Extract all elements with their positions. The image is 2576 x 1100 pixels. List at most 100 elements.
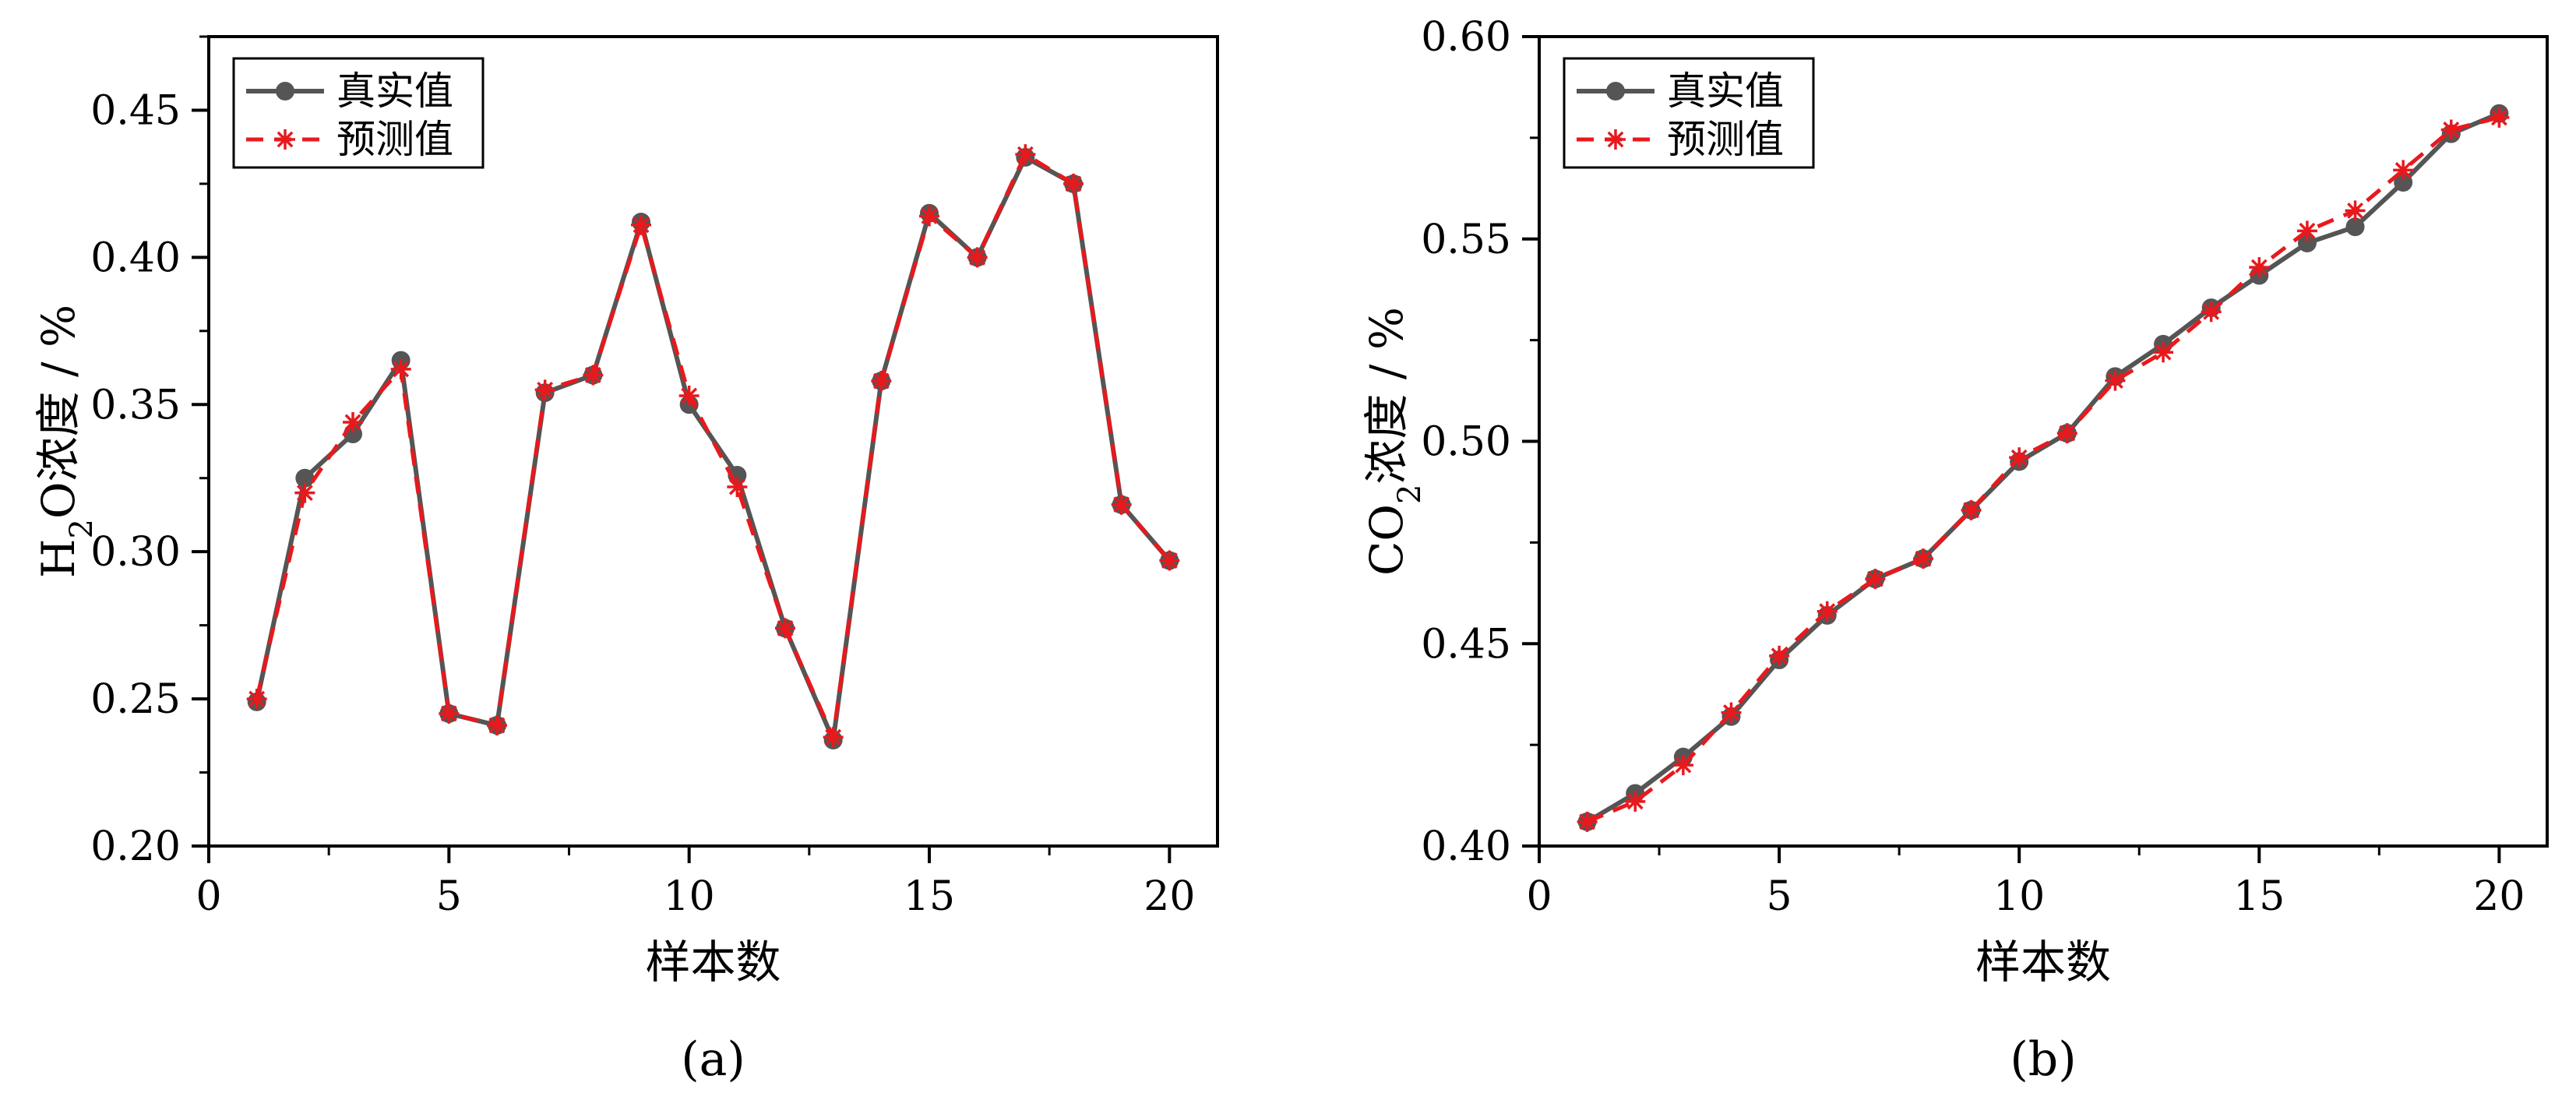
data-point xyxy=(678,385,700,406)
x-axis-label: 样本数 xyxy=(1975,936,2111,989)
data-point xyxy=(2201,301,2222,323)
series-actual xyxy=(1577,104,2509,831)
data-point xyxy=(823,727,844,748)
x-tick-label: 20 xyxy=(1144,873,1195,920)
chart-panel-b: 0 5 10 15 20 0.40 0.45 0.50 0.55 0.60 样本数 CO2浓度 / %… xyxy=(1360,14,2549,1087)
data-point xyxy=(2297,233,2317,252)
panel-caption: (b) xyxy=(2010,1032,2076,1087)
legend-item-actual: 真实值 xyxy=(1577,69,1784,114)
chart-panel-a: 0 5 10 15 20 0.20 0.25 0.30 0.35 0.40 0.45 样本数 H2O浓度… xyxy=(32,35,1219,1087)
data-point xyxy=(534,379,555,400)
legend-box xyxy=(1563,57,1815,169)
legend-label: 预测值 xyxy=(1667,117,1784,162)
legend-marker xyxy=(1605,129,1626,150)
y-tick-label: 0.20 xyxy=(90,823,181,870)
y-axis-label-main: H xyxy=(32,538,85,578)
data-point xyxy=(1577,811,1598,832)
data-point xyxy=(390,358,411,379)
data-point xyxy=(2440,119,2461,140)
data-point xyxy=(2345,200,2366,221)
legend-item-predicted: 预测值 xyxy=(1577,117,1784,162)
x-tick-label: 0 xyxy=(196,873,221,920)
y-tick-label: 0.30 xyxy=(90,529,181,576)
y-axis-label-main: CO xyxy=(1360,504,1413,576)
plot-frame xyxy=(207,35,1219,848)
data-point xyxy=(967,247,988,268)
x-tick-label: 5 xyxy=(436,873,462,920)
data-point xyxy=(2009,447,2030,468)
data-point xyxy=(2489,107,2510,128)
y-tick-label: 0.60 xyxy=(1421,14,1511,61)
data-point xyxy=(2345,217,2365,237)
legend-marker xyxy=(1606,82,1625,100)
legend-box xyxy=(232,57,485,169)
y-axis-label-subscript: 2 xyxy=(1392,485,1428,504)
legend-label: 真实值 xyxy=(337,69,453,114)
x-tick-label: 15 xyxy=(904,873,955,920)
panel-caption: (a) xyxy=(681,1032,745,1087)
data-point xyxy=(295,468,315,488)
data-point xyxy=(439,703,460,724)
data-point xyxy=(1063,173,1084,194)
data-point xyxy=(2394,173,2413,192)
y-axis-label-subscript: 2 xyxy=(64,519,100,538)
y-axis-label: CO2浓度 / % xyxy=(1360,307,1428,576)
y-tick-label: 0.40 xyxy=(1421,823,1511,870)
x-tick-label: 15 xyxy=(2233,873,2285,920)
y-tick-label: 0.45 xyxy=(1421,621,1511,668)
legend-item-actual: 真实值 xyxy=(246,69,453,114)
data-point xyxy=(727,477,748,498)
series-line xyxy=(254,154,1172,742)
y-axis-label: H2O浓度 / % xyxy=(32,305,100,578)
data-point xyxy=(343,411,363,432)
data-point xyxy=(1625,791,1646,812)
x-tick-label: 20 xyxy=(2473,873,2525,920)
legend-label: 预测值 xyxy=(337,117,453,162)
legend-item-predicted: 预测值 xyxy=(246,117,453,162)
y-tick-label: 0.50 xyxy=(1421,419,1511,466)
y-axis-label-rest: O浓度 / % xyxy=(32,305,85,519)
data-point xyxy=(2296,220,2317,242)
legend-marker xyxy=(276,82,294,100)
data-point xyxy=(1721,702,1742,723)
y-tick-label: 0.35 xyxy=(90,382,181,428)
data-point xyxy=(1769,645,1790,666)
x-tick-label: 10 xyxy=(1993,873,2045,920)
data-point xyxy=(2105,370,2126,391)
legend-marker xyxy=(275,129,295,150)
data-point xyxy=(2153,342,2174,363)
data-point xyxy=(1111,494,1132,515)
data-point xyxy=(583,365,604,386)
series-actual xyxy=(247,147,1179,749)
data-point xyxy=(871,371,892,392)
data-point xyxy=(1961,499,1982,520)
data-point xyxy=(1015,144,1036,165)
y-axis-label-rest: 浓度 / % xyxy=(1360,307,1413,485)
x-tick-label: 5 xyxy=(1767,873,1792,920)
data-point xyxy=(246,689,267,710)
y-tick-label: 0.45 xyxy=(90,87,181,134)
data-point xyxy=(919,206,939,227)
data-point xyxy=(1865,569,1886,590)
x-tick-label: 10 xyxy=(664,873,715,920)
x-tick-label: 0 xyxy=(1526,873,1552,920)
data-point xyxy=(2393,160,2414,181)
series-line xyxy=(255,152,1172,739)
data-point xyxy=(1912,548,1933,569)
y-tick-label: 0.55 xyxy=(1421,217,1511,263)
y-tick-label: 0.25 xyxy=(90,676,181,723)
data-point xyxy=(631,214,651,235)
y-tick-label: 0.40 xyxy=(90,234,181,281)
series-predicted xyxy=(246,144,1180,748)
data-point xyxy=(775,618,795,639)
data-point xyxy=(294,482,315,503)
legend-label: 真实值 xyxy=(1667,69,1784,114)
series-line xyxy=(1586,115,2500,824)
data-point xyxy=(2249,257,2270,278)
x-axis-label: 样本数 xyxy=(645,936,781,989)
data-point xyxy=(487,715,507,736)
series-predicted xyxy=(1577,107,2510,832)
